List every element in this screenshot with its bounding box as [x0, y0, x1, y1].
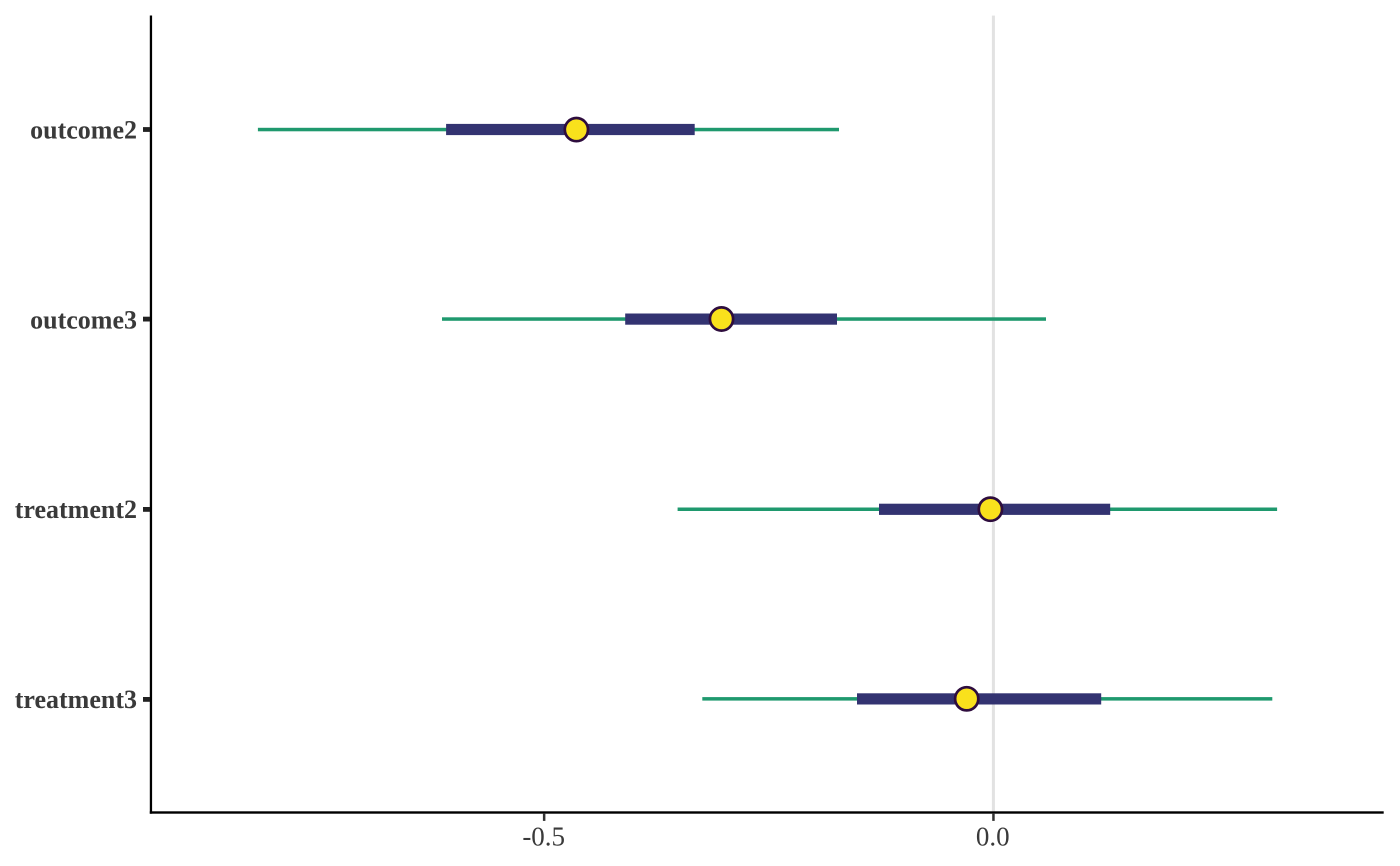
svg-text:treatment3: treatment3	[15, 685, 137, 714]
svg-text:0.0: 0.0	[976, 822, 1010, 852]
svg-text:treatment2: treatment2	[15, 495, 137, 524]
svg-text:-0.5: -0.5	[522, 822, 565, 852]
svg-text:outcome3: outcome3	[30, 306, 137, 335]
svg-text:outcome2: outcome2	[30, 116, 137, 145]
